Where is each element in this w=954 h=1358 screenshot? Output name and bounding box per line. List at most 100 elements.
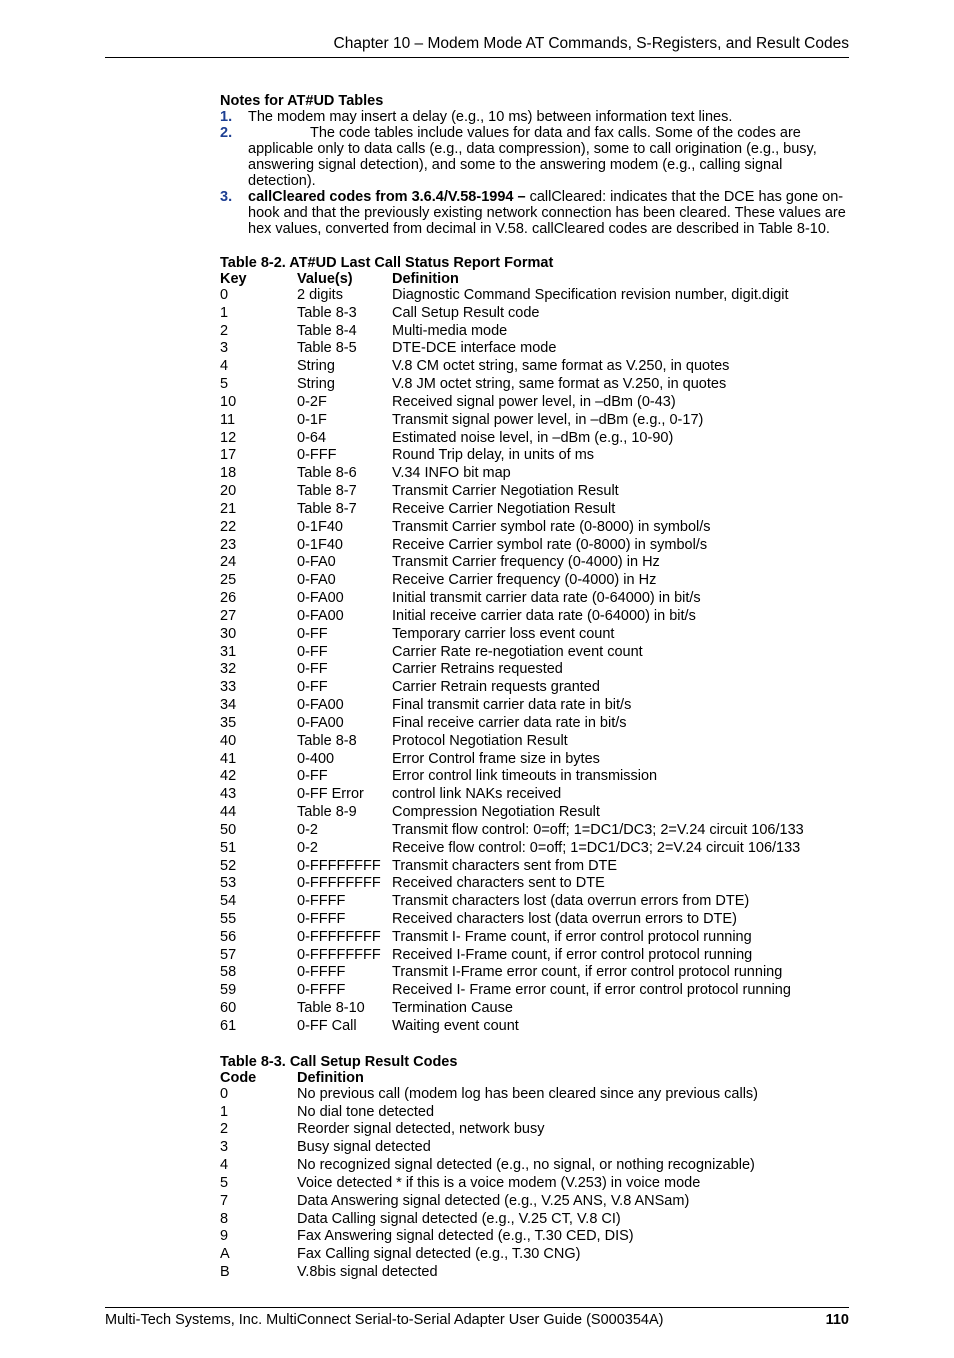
col-definition: Definition: [392, 271, 849, 287]
cell-key: 34: [220, 697, 297, 715]
table-row: 420-FFError control link timeouts in tra…: [220, 768, 849, 786]
cell-value: Table 8-3: [297, 305, 392, 323]
cell-value: 0-FFFF: [297, 911, 392, 929]
table-row: 530-FFFFFFFFReceived characters sent to …: [220, 875, 849, 893]
cell-value: 0-FFFF: [297, 964, 392, 982]
cell-value: 0-FA0: [297, 554, 392, 572]
cell-value: 0-FF: [297, 626, 392, 644]
cell-definition: Received characters lost (data overrun e…: [392, 911, 849, 929]
chapter-header: Chapter 10 – Modem Mode AT Commands, S-R…: [105, 35, 849, 53]
cell-key: 24: [220, 554, 297, 572]
cell-value: Table 8-5: [297, 340, 392, 358]
table-row: 20Table 8-7Transmit Carrier Negotiation …: [220, 483, 849, 501]
cell-definition: Transmit Carrier Negotiation Result: [392, 483, 849, 501]
cell-key: 50: [220, 822, 297, 840]
cell-definition: Fax Calling signal detected (e.g., T.30 …: [297, 1246, 849, 1264]
cell-code: 3: [220, 1139, 297, 1157]
cell-value: 0-FF: [297, 661, 392, 679]
cell-value: 2 digits: [297, 287, 392, 305]
table-row: 4No recognized signal detected (e.g., no…: [220, 1157, 849, 1175]
cell-value: 0-FA00: [297, 608, 392, 626]
cell-definition: Error control link timeouts in transmiss…: [392, 768, 849, 786]
table-8-2: Key Value(s) Definition 02 digitsDiagnos…: [220, 271, 849, 1036]
table-row: 550-FFFFReceived characters lost (data o…: [220, 911, 849, 929]
table-row: 230-1F40Receive Carrier symbol rate (0-8…: [220, 537, 849, 555]
cell-key: 31: [220, 644, 297, 662]
cell-code: B: [220, 1264, 297, 1282]
table-row: BV.8bis signal detected: [220, 1264, 849, 1282]
cell-definition: V.34 INFO bit map: [392, 465, 849, 483]
cell-definition: Received signal power level, in –dBm (0-…: [392, 394, 849, 412]
cell-definition: Multi-media mode: [392, 323, 849, 341]
cell-key: 12: [220, 430, 297, 448]
cell-definition: Initial transmit carrier data rate (0-64…: [392, 590, 849, 608]
table-row: 7Data Answering signal detected (e.g., V…: [220, 1193, 849, 1211]
cell-code: 5: [220, 1175, 297, 1193]
cell-definition: Voice detected * if this is a voice mode…: [297, 1175, 849, 1193]
cell-definition: V.8bis signal detected: [297, 1264, 849, 1282]
cell-key: 53: [220, 875, 297, 893]
cell-value: 0-FFFF: [297, 893, 392, 911]
cell-value: Table 8-8: [297, 733, 392, 751]
cell-value: 0-FFFFFFFF: [297, 875, 392, 893]
note-number: 1.: [220, 109, 248, 125]
table-row: 1Table 8-3Call Setup Result code: [220, 305, 849, 323]
cell-value: 0-2F: [297, 394, 392, 412]
cell-key: 57: [220, 947, 297, 965]
table-row: 21Table 8-7Receive Carrier Negotiation R…: [220, 501, 849, 519]
cell-definition: Transmit I- Frame count, if error contro…: [392, 929, 849, 947]
cell-key: 60: [220, 1000, 297, 1018]
cell-definition: Receive Carrier symbol rate (0-8000) in …: [392, 537, 849, 555]
cell-code: 1: [220, 1104, 297, 1122]
cell-definition: Transmit characters sent from DTE: [392, 858, 849, 876]
table-row: 9Fax Answering signal detected (e.g., T.…: [220, 1228, 849, 1246]
cell-value: 0-1F: [297, 412, 392, 430]
table-row: 2Reorder signal detected, network busy: [220, 1121, 849, 1139]
cell-code: 0: [220, 1086, 297, 1104]
table-row: 250-FA0Receive Carrier frequency (0-4000…: [220, 572, 849, 590]
cell-definition: Final receive carrier data rate in bit/s: [392, 715, 849, 733]
table-row: 320-FFCarrier Retrains requested: [220, 661, 849, 679]
cell-definition: No previous call (modem log has been cle…: [297, 1086, 849, 1104]
table-row: 5Voice detected * if this is a voice mod…: [220, 1175, 849, 1193]
footer-rule: [105, 1307, 849, 1308]
page-footer: Multi-Tech Systems, Inc. MultiConnect Se…: [105, 1312, 849, 1328]
cell-value: 0-64: [297, 430, 392, 448]
cell-key: 23: [220, 537, 297, 555]
cell-definition: Carrier Retrains requested: [392, 661, 849, 679]
cell-definition: Waiting event count: [392, 1018, 849, 1036]
cell-value: 0-1F40: [297, 519, 392, 537]
cell-value: Table 8-7: [297, 483, 392, 501]
cell-definition: No recognized signal detected (e.g., no …: [297, 1157, 849, 1175]
cell-definition: Received I- Frame error count, if error …: [392, 982, 849, 1000]
cell-definition: V.8 JM octet string, same format as V.25…: [392, 376, 849, 394]
table-row: 0No previous call (modem log has been cl…: [220, 1086, 849, 1104]
note-3-bold: callCleared codes from 3.6.4/V.58-1994 –: [248, 189, 526, 205]
note-3-rest: callCleared: indicates that the DCE has …: [526, 189, 844, 205]
cell-key: 32: [220, 661, 297, 679]
cell-definition: Reorder signal detected, network busy: [297, 1121, 849, 1139]
table-row: 1No dial tone detected: [220, 1104, 849, 1122]
table-row: 110-1FTransmit signal power level, in –d…: [220, 412, 849, 430]
cell-value: String: [297, 376, 392, 394]
table-row: 220-1F40Transmit Carrier symbol rate (0-…: [220, 519, 849, 537]
cell-definition: Temporary carrier loss event count: [392, 626, 849, 644]
table-row: 430-FF Errorcontrol link NAKs received: [220, 786, 849, 804]
cell-definition: Termination Cause: [392, 1000, 849, 1018]
note-2: 2. The code tables include values for da…: [220, 125, 849, 141]
table-row: 540-FFFFTransmit characters lost (data o…: [220, 893, 849, 911]
cell-key: 41: [220, 751, 297, 769]
table-8-3: Code Definition 0No previous call (modem…: [220, 1070, 849, 1282]
col-code: Code: [220, 1070, 297, 1086]
col-key: Key: [220, 271, 297, 287]
note-2-continued: applicable only to data calls (e.g., dat…: [220, 141, 849, 189]
cell-key: 21: [220, 501, 297, 519]
cell-key: 58: [220, 964, 297, 982]
cell-definition: V.8 CM octet string, same format as V.25…: [392, 358, 849, 376]
cell-value: 0-2: [297, 840, 392, 858]
note-text: callCleared codes from 3.6.4/V.58-1994 –…: [248, 189, 849, 205]
cell-key: 43: [220, 786, 297, 804]
table-row: 3Busy signal detected: [220, 1139, 849, 1157]
cell-key: 26: [220, 590, 297, 608]
cell-key: 44: [220, 804, 297, 822]
